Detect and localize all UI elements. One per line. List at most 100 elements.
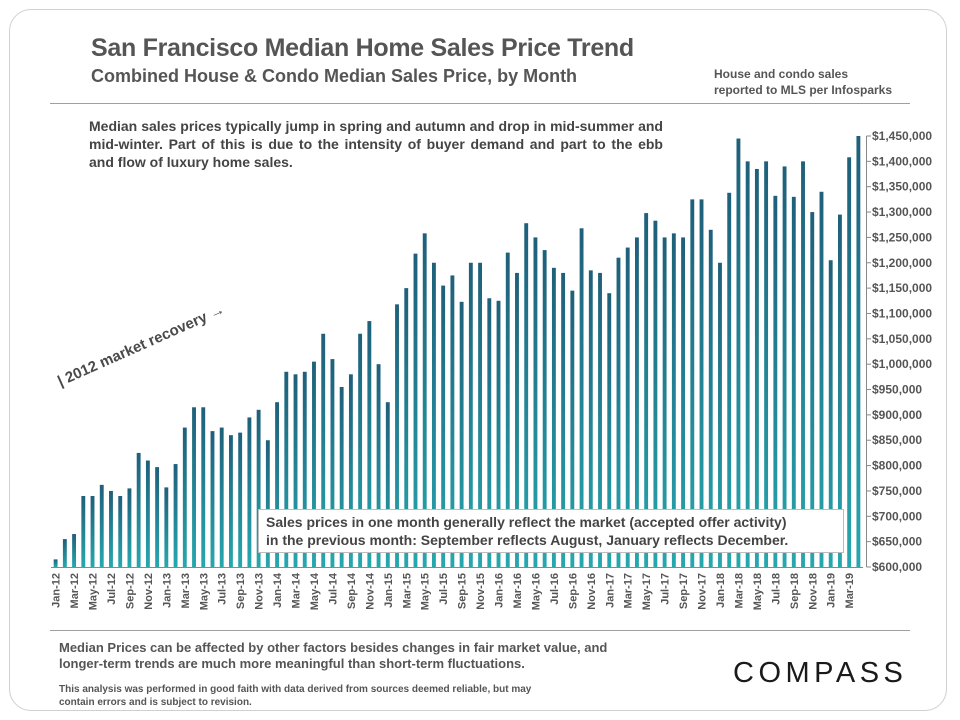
x-tick-label: Jan-12 xyxy=(51,573,63,608)
bar-Sep-15 xyxy=(459,301,464,567)
bar-Jan-17 xyxy=(607,293,612,567)
source-note-line-2: reported to MLS per Infosparks xyxy=(714,83,893,97)
bar-Jun-14 xyxy=(321,333,326,567)
y-tick-label: $650,000 xyxy=(872,535,922,549)
bar-Sep-16 xyxy=(570,290,575,567)
y-tick-label: $800,000 xyxy=(872,459,922,473)
bar-May-13 xyxy=(201,407,206,567)
bar-Jul-14 xyxy=(330,359,335,567)
bar-Feb-19 xyxy=(837,214,842,567)
x-tick-label: Jan-19 xyxy=(826,573,838,608)
bar-Mar-15 xyxy=(404,288,409,567)
y-tick-label: $1,050,000 xyxy=(872,332,932,346)
bar-Feb-18 xyxy=(727,192,732,568)
x-tick-label: May-13 xyxy=(198,573,210,610)
x-tick-label: Nov-16 xyxy=(586,573,598,610)
lag-annotation-line-1: Sales prices in one month generally refl… xyxy=(266,514,787,530)
bar-Jun-16 xyxy=(542,250,547,567)
x-tick-label: Nov-13 xyxy=(254,573,266,610)
bar-Oct-15 xyxy=(468,262,473,567)
x-tick-label: Nov-12 xyxy=(143,573,155,610)
bar-Jul-17 xyxy=(662,237,667,567)
x-axis: Jan-12 Mar-12 May-12 Jul-12 Sep-12 Nov-12 Jan-… xyxy=(51,567,863,610)
bar-May-15 xyxy=(422,233,427,568)
bar-Jan-16 xyxy=(496,300,501,567)
bar-Mar-16 xyxy=(515,272,519,567)
bar-Jul-13 xyxy=(219,427,224,567)
bar-Apr-14 xyxy=(302,371,307,567)
bar-Aug-13 xyxy=(228,435,233,567)
x-tick-label: Sep-18 xyxy=(789,573,801,609)
y-tick-label: $700,000 xyxy=(872,509,922,523)
y-tick-label: $900,000 xyxy=(872,408,922,422)
bar-Dec-18 xyxy=(819,191,824,567)
bar-Jul-18 xyxy=(773,195,778,567)
bar-Mar-14 xyxy=(293,374,298,567)
y-tick-label: $1,000,000 xyxy=(872,357,932,371)
bar-Dec-12 xyxy=(155,467,160,567)
x-tick-label: Jul-16 xyxy=(549,573,561,605)
bar-Oct-18 xyxy=(801,161,805,567)
bar-Jun-17 xyxy=(653,220,658,567)
x-tick-label: Mar-15 xyxy=(401,573,413,608)
x-tick-label: Jul-15 xyxy=(438,573,450,605)
bar-Nov-15 xyxy=(478,262,483,567)
x-tick-label: Sep-13 xyxy=(235,573,247,609)
bar-Dec-15 xyxy=(487,298,492,567)
seasonal-annotation: Median sales prices typically jump in sp… xyxy=(85,116,667,172)
bar-Nov-17 xyxy=(699,199,704,567)
x-tick-label: Mar-18 xyxy=(733,573,745,608)
y-tick-label: $850,000 xyxy=(872,433,922,447)
chart-title: San Francisco Median Home Sales Price Tr… xyxy=(91,34,634,62)
bar-Oct-17 xyxy=(690,199,695,567)
x-tick-label: Mar-19 xyxy=(844,573,856,608)
bar-Jun-13 xyxy=(210,431,215,567)
bar-Jan-14 xyxy=(275,402,280,567)
x-tick-label: Jan-15 xyxy=(383,573,395,608)
y-tick-label: $1,100,000 xyxy=(872,306,932,320)
x-tick-label: Jul-12 xyxy=(106,573,118,605)
x-tick-label: Sep-14 xyxy=(346,572,358,609)
x-tick-label: Nov-15 xyxy=(475,573,487,610)
bar-Feb-14 xyxy=(284,371,289,567)
bar-Jun-12 xyxy=(99,484,104,567)
bar-Apr-12 xyxy=(81,496,86,567)
disclaimer: This analysis was performed in good fait… xyxy=(59,683,531,709)
x-tick-label: May-12 xyxy=(88,573,100,610)
y-axis: $600,000 $650,000 $700,000 $750,000 $800,000… xyxy=(866,129,932,574)
bar-Apr-16 xyxy=(524,223,529,567)
bar-Feb-15 xyxy=(395,304,399,567)
x-tick-label: Jul-18 xyxy=(770,573,782,605)
bar-Apr-19 xyxy=(856,136,861,567)
bar-Mar-12 xyxy=(72,534,77,567)
bar-Jul-16 xyxy=(551,267,556,567)
x-tick-label: Mar-13 xyxy=(180,573,192,608)
bar-Sep-18 xyxy=(791,196,796,567)
footer-divider xyxy=(50,630,910,631)
bar-Nov-18 xyxy=(810,212,815,567)
x-tick-label: Nov-14 xyxy=(364,572,376,610)
bar-Sep-17 xyxy=(681,237,686,567)
bar-Aug-17 xyxy=(671,233,676,568)
header-divider xyxy=(50,103,910,104)
bar-Jan-15 xyxy=(385,402,390,567)
x-tick-label: Nov-17 xyxy=(697,573,709,610)
bar-Mar-17 xyxy=(625,247,630,568)
x-tick-label: Jan-17 xyxy=(604,573,616,608)
x-tick-label: Jan-18 xyxy=(715,573,727,608)
bar-Mar-13 xyxy=(182,427,187,567)
bar-Aug-12 xyxy=(118,496,123,567)
compass-logo: COMPASS xyxy=(733,657,908,689)
bar-Feb-12 xyxy=(62,539,67,567)
y-tick-label: $1,200,000 xyxy=(872,256,932,270)
bar-Dec-17 xyxy=(708,229,713,567)
x-tick-label: Jul-13 xyxy=(217,573,229,605)
x-tick-label: Sep-16 xyxy=(567,573,579,609)
bar-Jan-19 xyxy=(828,260,833,567)
bar-Jun-18 xyxy=(764,161,769,567)
bar-Apr-15 xyxy=(413,253,418,567)
x-tick-label: May-14 xyxy=(309,572,321,610)
x-tick-label: Mar-14 xyxy=(291,572,303,608)
y-tick-label: $1,300,000 xyxy=(872,205,932,219)
